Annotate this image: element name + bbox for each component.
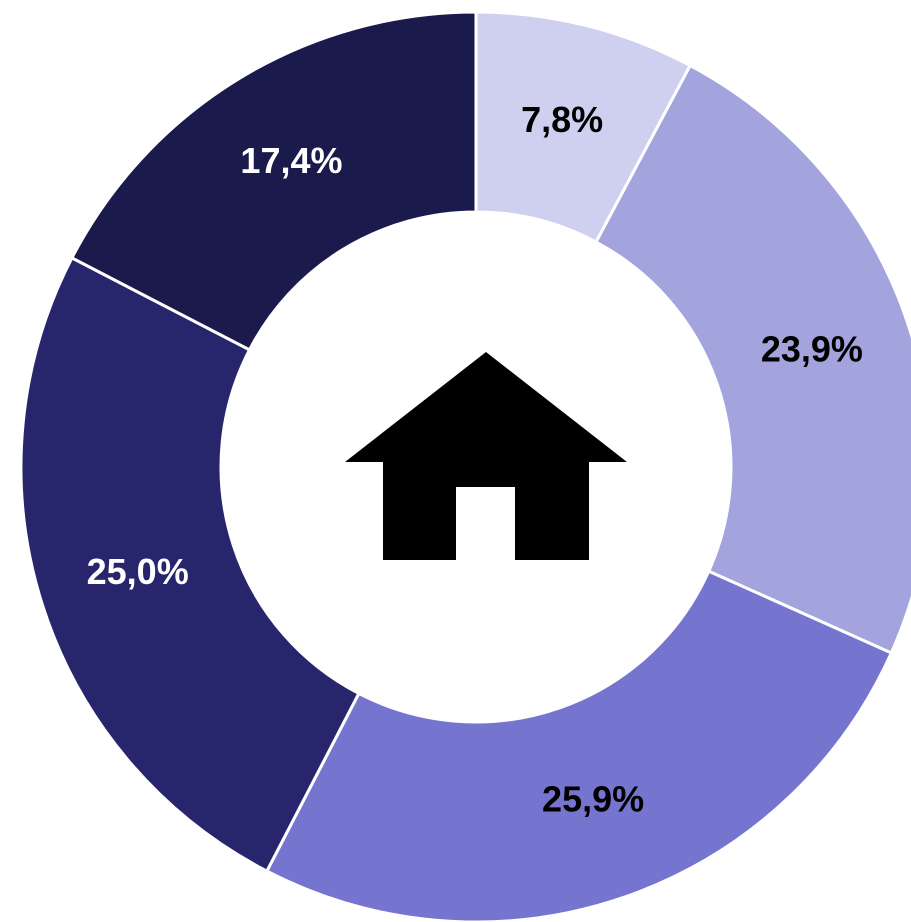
donut-slice	[19, 255, 361, 874]
slices	[19, 10, 911, 922]
data-label: 7,8%	[521, 99, 603, 140]
data-label: 25,0%	[87, 551, 189, 592]
data-label: 25,9%	[542, 779, 644, 820]
home-icon	[345, 352, 627, 560]
donut-slice	[594, 63, 911, 655]
data-label: 23,9%	[761, 329, 863, 370]
data-label: 17,4%	[240, 140, 342, 181]
donut-slice	[264, 569, 894, 922]
donut-slice	[69, 10, 478, 352]
